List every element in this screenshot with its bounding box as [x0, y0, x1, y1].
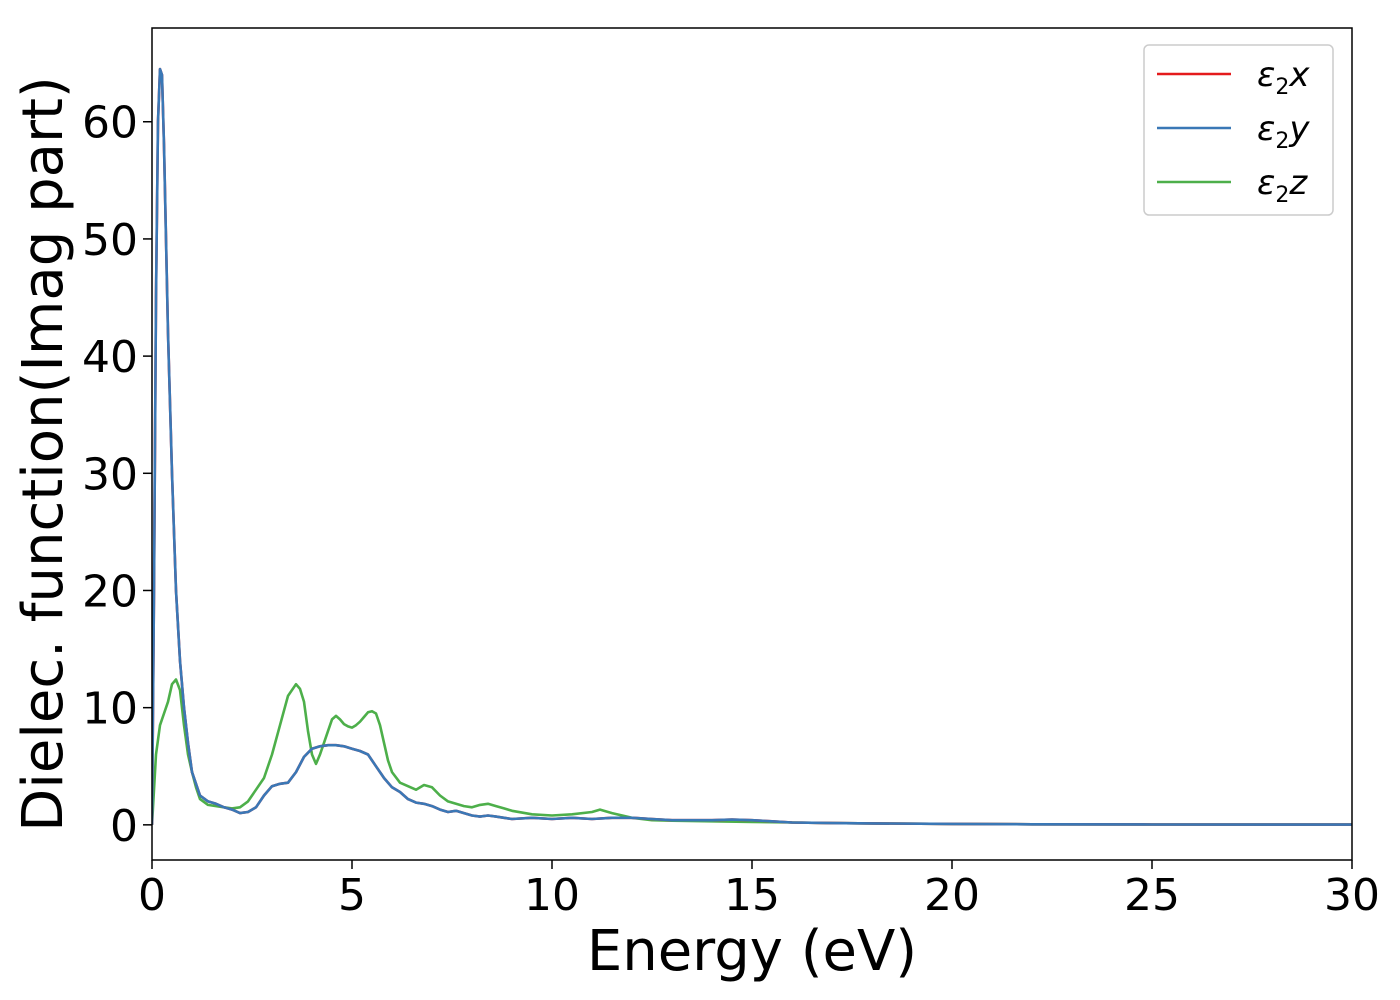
x-tick-label: 30 [1324, 870, 1380, 921]
y-tick-label: 20 [82, 566, 138, 617]
legend-label-z: ε2z [1257, 163, 1308, 208]
y-tick-label: 50 [82, 215, 138, 266]
plot-area [152, 67, 1352, 826]
x-tick-label: 0 [138, 870, 166, 921]
x-tick-label: 20 [924, 870, 980, 921]
y-axis-title: Dielec. function(Imag part) [11, 76, 76, 832]
series-line-y [152, 67, 1352, 826]
y-tick-label: 10 [82, 684, 138, 735]
x-axis-ticks: 0 5 10 15 20 25 30 [138, 860, 1380, 921]
y-tick-label: 0 [110, 801, 138, 852]
y-tick-label: 30 [82, 449, 138, 500]
series-line-z [152, 678, 1352, 826]
legend: ε2x ε2y ε2z [1143, 44, 1334, 216]
x-tick-label: 5 [338, 870, 366, 921]
legend-label-y: ε2y [1257, 109, 1310, 154]
y-axis-ticks: 0 10 20 30 40 50 60 [82, 98, 152, 852]
y-tick-label: 40 [82, 332, 138, 383]
legend-label-x: ε2x [1257, 55, 1310, 100]
y-tick-label: 60 [82, 98, 138, 149]
x-tick-label: 15 [724, 870, 780, 921]
x-tick-label: 10 [524, 870, 580, 921]
x-tick-label: 25 [1124, 870, 1180, 921]
legend-box [1143, 44, 1334, 216]
x-axis-title: Energy (eV) [587, 919, 917, 984]
